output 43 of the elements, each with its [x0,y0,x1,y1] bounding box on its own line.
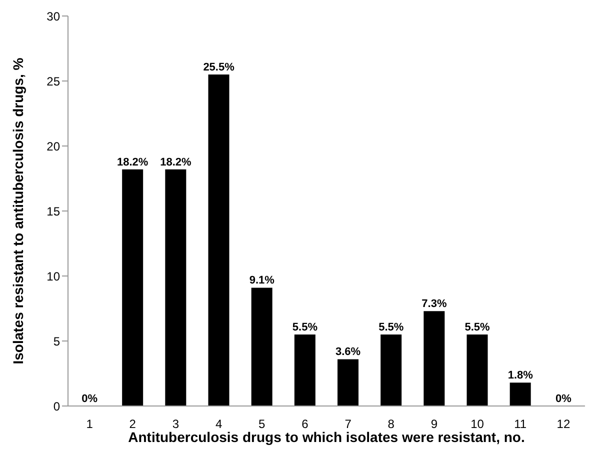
y-tick-label: 10 [46,269,60,284]
x-tick-label: 4 [215,417,222,431]
data-label: 5.5% [292,322,318,334]
bar [424,311,445,406]
data-label: 25.5% [203,62,235,74]
data-label: 0% [82,393,98,405]
x-tick-label: 6 [302,417,309,431]
data-label: 9.1% [249,274,275,287]
bar [510,382,531,406]
x-tick-label: 5 [258,417,266,431]
x-tick-label: 10 [470,417,484,431]
x-tick-label: 11 [514,417,527,431]
data-label: 18.2% [117,156,148,168]
y-axis-title: Isolates resistant to antituberculosis drugs, % [10,57,26,364]
x-tick-label: 8 [388,417,395,431]
x-tick-label: 7 [344,417,352,431]
bar [122,169,144,406]
bar [208,74,230,406]
bar [380,334,402,406]
x-axis-title: Antituberculosis drugs to which isolates were resistant, no. [128,429,525,445]
data-label: 3.6% [336,346,361,358]
y-tick-label: 5 [53,334,60,348]
bar [251,288,272,406]
x-tick-label: 3 [172,417,180,431]
data-label: 5.5% [378,322,404,334]
bar [466,334,488,406]
y-tick-label: 30 [46,9,60,24]
bar [165,169,186,406]
data-label: 0% [556,393,572,405]
x-tick-label: 9 [430,417,438,431]
x-tick-label: 1 [86,417,94,431]
x-tick-label: 2 [129,417,136,431]
y-tick-label: 25 [46,74,60,88]
data-label: 7.3% [422,298,447,310]
x-tick-label: 12 [556,417,570,431]
bar [338,359,358,406]
data-label: 18.2% [160,156,192,168]
y-tick-label: 0 [53,399,60,414]
data-label: 5.5% [464,322,490,334]
y-tick-label: 20 [46,139,60,154]
y-tick-label: 15 [46,204,60,218]
bar [294,334,316,406]
data-label: 1.8% [508,370,534,382]
